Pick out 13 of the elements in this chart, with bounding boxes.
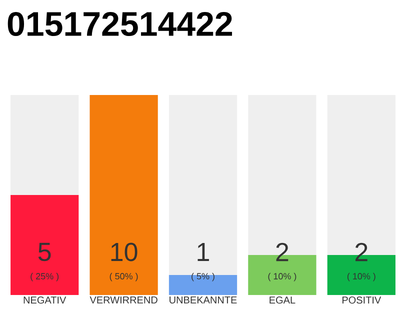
data-label: 5 [38, 242, 51, 262]
x-tick-label: VERWIRREND [90, 296, 158, 304]
x-tick-label: UNBEKANNTE [170, 296, 237, 304]
annotation: ( 10% ) [268, 272, 296, 282]
chart-title: 015172514422 [8, 12, 232, 36]
x-tick-label: POSITIV [342, 296, 382, 304]
x-tick-label: NEGATIV [24, 296, 66, 304]
annotation: ( 25% ) [30, 272, 59, 282]
data-label: 1 [198, 243, 209, 261]
annotation: ( 50% ) [110, 272, 138, 282]
data-label: 10 [111, 242, 138, 262]
annotation: ( 10% ) [347, 272, 376, 282]
x-tick-label: EGAL [270, 296, 296, 304]
